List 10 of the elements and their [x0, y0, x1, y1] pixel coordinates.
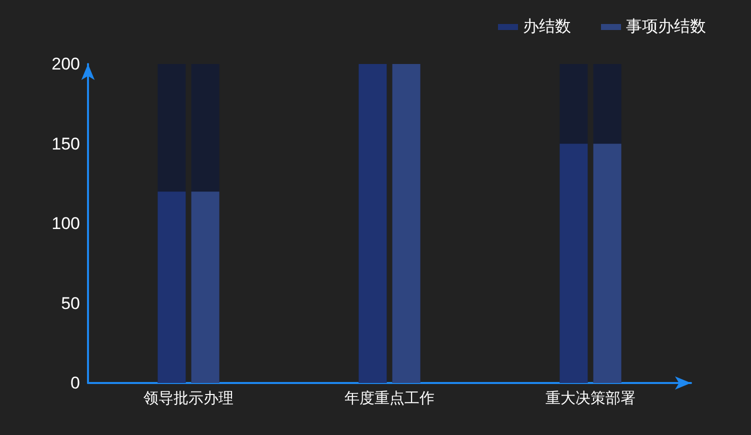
y-tick-label: 50 [61, 294, 80, 313]
x-tick-label: 重大决策部署 [546, 390, 636, 407]
legend-label: 事项办结数 [626, 18, 706, 36]
y-tick-label: 100 [52, 214, 80, 233]
x-tick-label: 年度重点工作 [344, 390, 434, 407]
y-tick-label: 0 [70, 374, 80, 392]
x-tick-label: 领导批示办理 [144, 390, 234, 407]
legend-label: 办结数 [523, 18, 571, 36]
y-tick-label: 150 [52, 134, 80, 154]
y-tick-label: 200 [52, 54, 80, 74]
